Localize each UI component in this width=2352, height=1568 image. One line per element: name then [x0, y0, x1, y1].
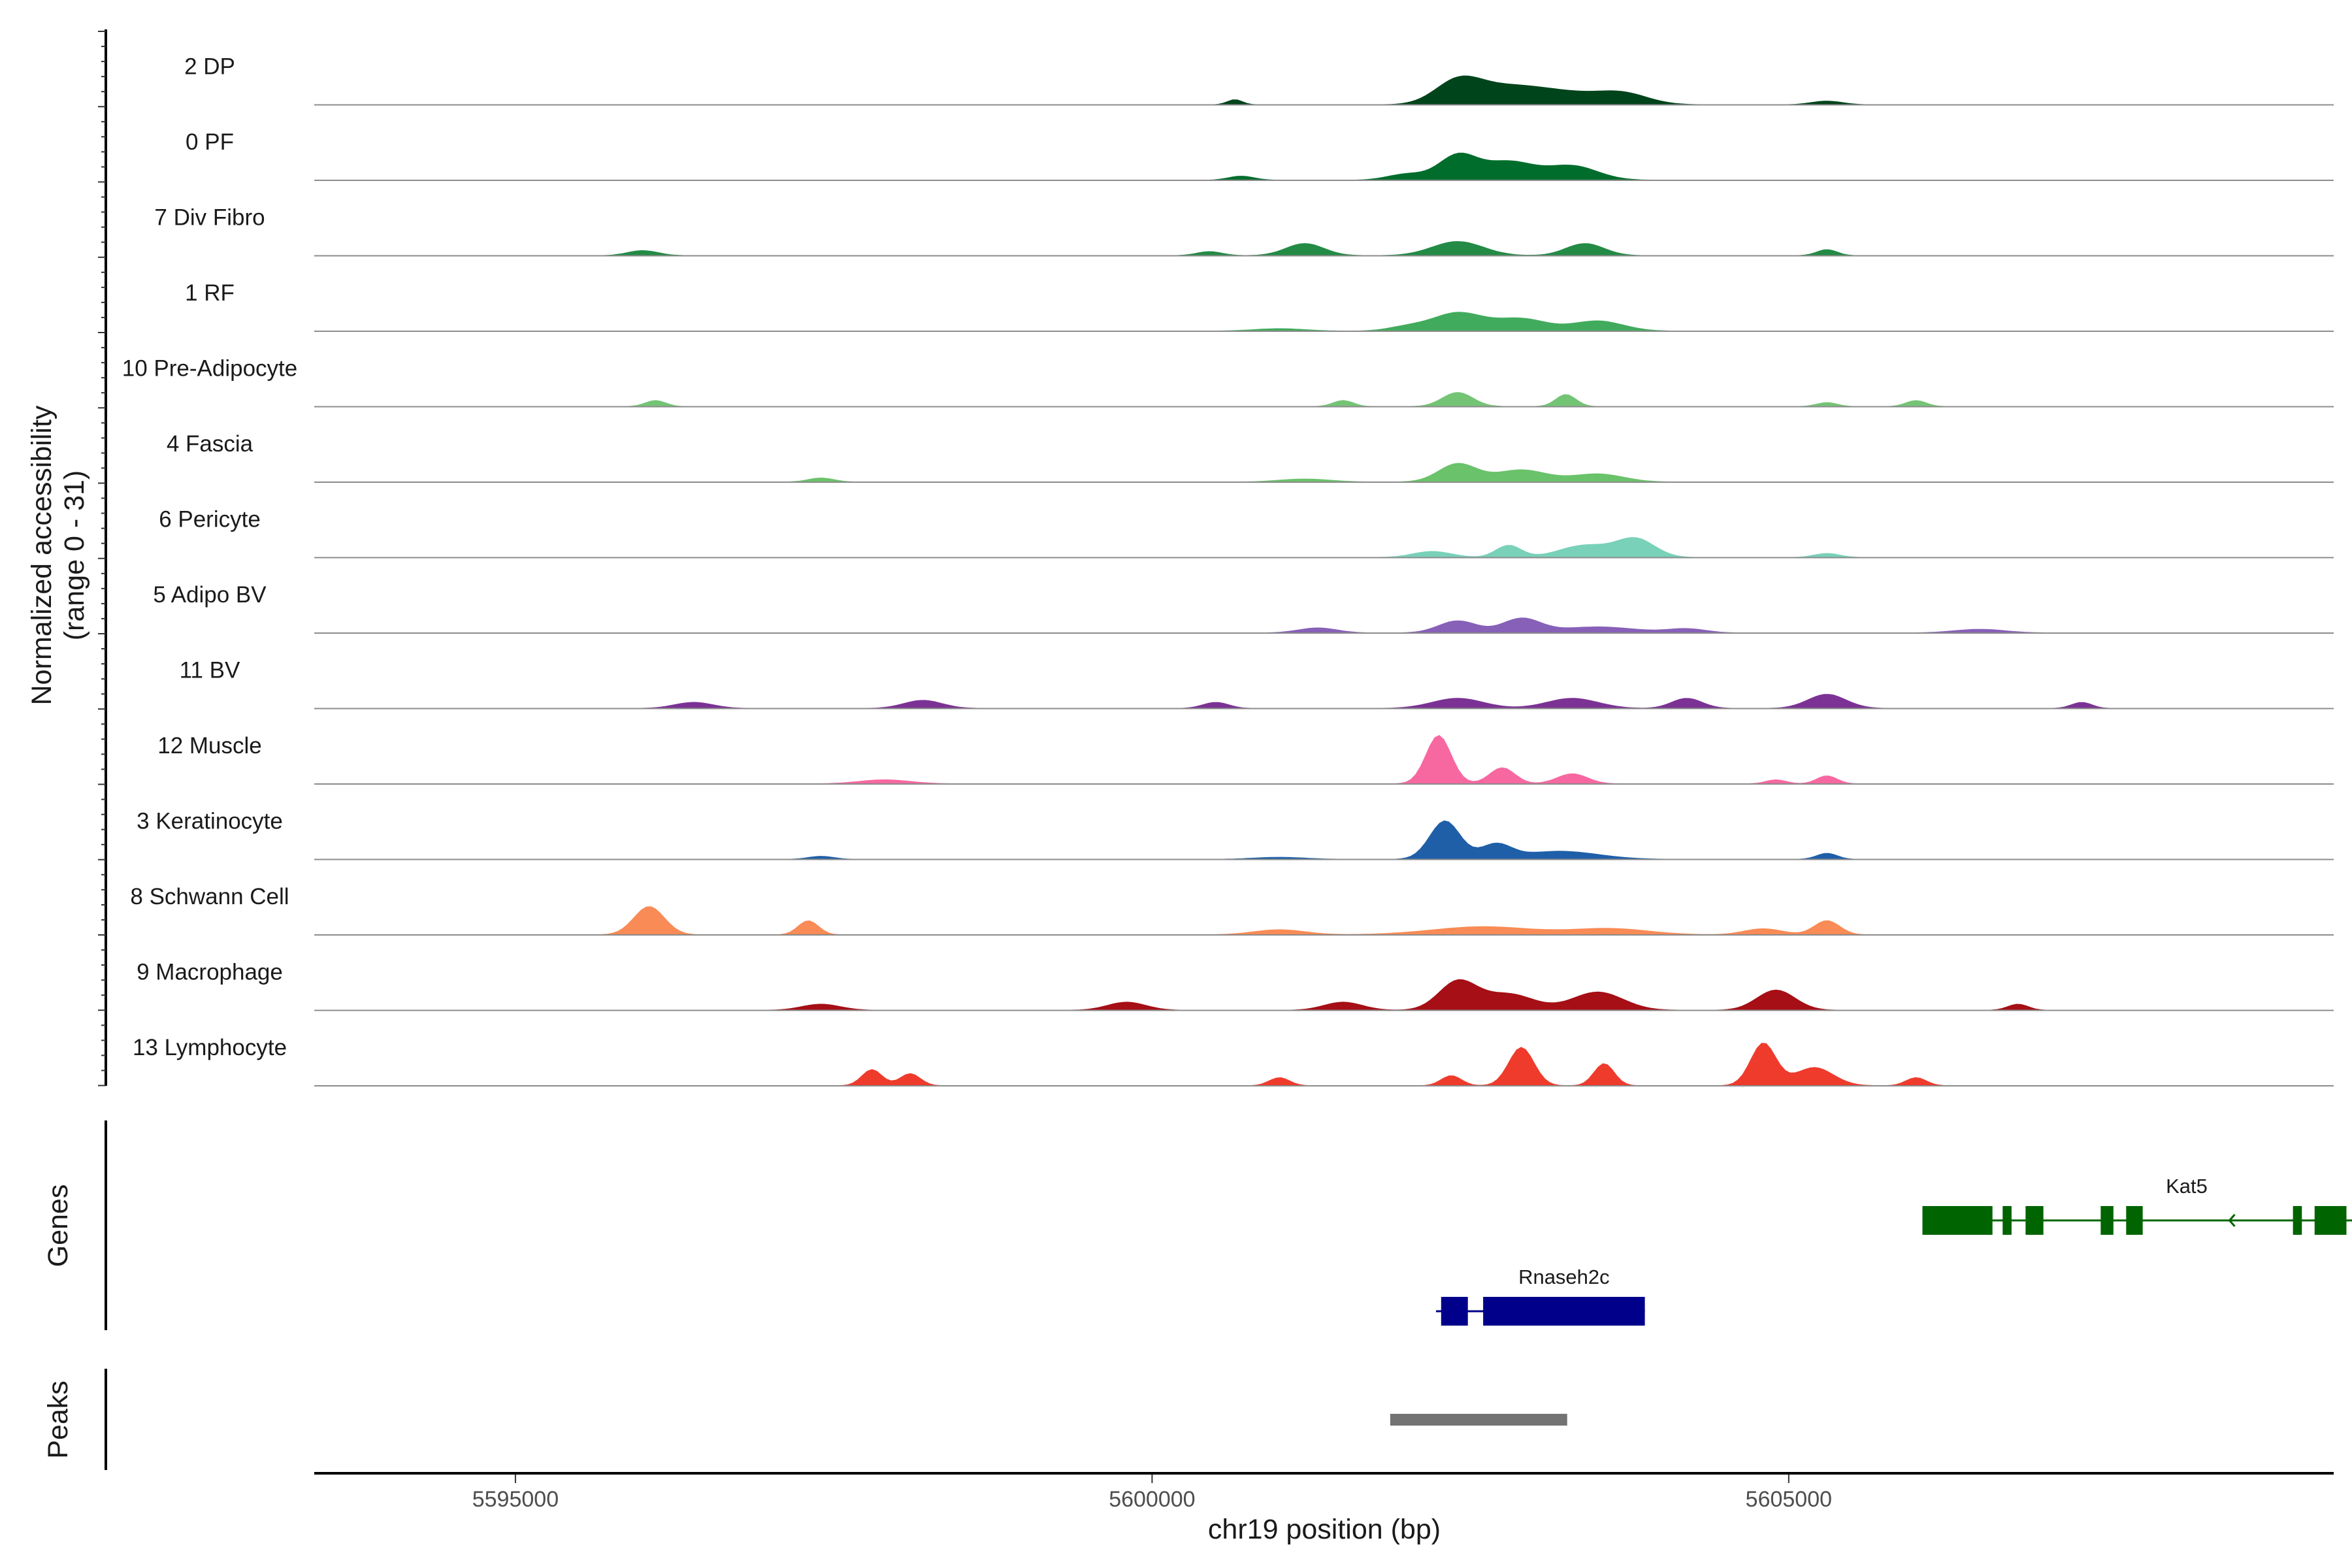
track-coverage-area: [314, 735, 2334, 784]
track-label: 12 Muscle: [157, 733, 262, 759]
track-12: 9 Macrophage: [137, 960, 2334, 1011]
track-coverage-area: [314, 463, 2334, 482]
x-tick-label: 5595000: [472, 1487, 559, 1512]
gene-exon: [2314, 1206, 2347, 1235]
track-coverage-area: [314, 241, 2334, 256]
y-axis-ticks: [98, 31, 106, 1086]
track-label: 5 Adipo BV: [153, 582, 267, 608]
gene-exon: [1441, 1297, 1468, 1326]
track-label: 13 Lymphocyte: [133, 1035, 287, 1060]
x-axis-title: chr19 position (bp): [1208, 1514, 1441, 1545]
x-tick-label: 5600000: [1109, 1487, 1195, 1512]
track-label: 10 Pre-Adipocyte: [122, 356, 297, 382]
track-layer: 2 DP 0 PF 7 Div Fibro 1 RF 10 Pre-Adipocyte 4…: [122, 54, 2334, 1086]
track-coverage-area: [314, 820, 2334, 860]
strand-arrow: [2228, 1214, 2236, 1227]
track-coverage-area: [314, 537, 2334, 558]
track-13: 13 Lymphocyte: [133, 1035, 2334, 1086]
track-11: 8 Schwann Cell: [130, 884, 2334, 936]
track-coverage-area: [314, 617, 2334, 633]
gene-kat5: Kat5: [1922, 1175, 2352, 1235]
track-label: 3 Keratinocyte: [137, 809, 283, 834]
gene-label: Rnaseh2c: [1518, 1266, 1610, 1288]
y-axis-title-line1: Normalized accessibility: [26, 405, 57, 705]
track-9: 12 Muscle: [157, 733, 2334, 785]
track-3: 1 RF: [185, 280, 2334, 332]
peak-region: [1390, 1414, 1567, 1426]
track-label: 0 PF: [186, 129, 234, 155]
track-coverage-area: [314, 694, 2334, 709]
gene-exon: [2100, 1206, 2114, 1235]
gene-exon: [1922, 1206, 1993, 1235]
track-coverage-area: [314, 906, 2334, 935]
y-axis-title: Normalized accessibility (range 0 - 31): [26, 405, 90, 705]
gene-exon: [2025, 1206, 2044, 1235]
gene-label: Kat5: [2166, 1175, 2208, 1198]
track-1: 0 PF: [186, 129, 2334, 181]
track-4: 10 Pre-Adipocyte: [122, 356, 2334, 408]
track-label: 4 Fascia: [167, 431, 253, 457]
gene-exon: [2293, 1206, 2302, 1235]
gene-exon: [2126, 1206, 2143, 1235]
track-coverage-area: [314, 312, 2334, 331]
track-label: 1 RF: [185, 280, 235, 306]
gene-exon: [2002, 1206, 2012, 1235]
track-label: 9 Macrophage: [137, 960, 283, 985]
track-label: 8 Schwann Cell: [130, 884, 289, 909]
x-tick-label: 5605000: [1746, 1487, 1832, 1512]
track-label: 6 Pericyte: [159, 507, 261, 532]
peaks-panel-title: Peaks: [42, 1380, 74, 1459]
gene-annotation-track: Kat5 Rnaseh2c: [1436, 1175, 2352, 1326]
track-5: 4 Fascia: [167, 431, 2334, 483]
gene-exon: [1483, 1297, 1645, 1326]
x-axis-ticks: 5595000 5600000 5605000: [472, 1475, 1832, 1512]
track-coverage-area: [314, 1043, 2334, 1086]
track-label: 7 Div Fibro: [154, 205, 265, 231]
genes-panel-title: Genes: [42, 1184, 74, 1267]
y-axis-title-line2: (range 0 - 31): [59, 470, 90, 641]
peak-track: [1390, 1414, 1567, 1426]
track-7: 5 Adipo BV: [153, 582, 2334, 634]
track-label: 2 DP: [184, 54, 235, 80]
track-10: 3 Keratinocyte: [137, 809, 2334, 860]
track-coverage-area: [314, 75, 2334, 105]
track-8: 11 BV: [180, 658, 2334, 710]
track-coverage-area: [314, 152, 2334, 180]
track-6: 6 Pericyte: [159, 507, 2334, 559]
track-label: 11 BV: [180, 658, 240, 683]
gene-rnaseh2c: Rnaseh2c: [1436, 1266, 1645, 1326]
track-coverage-area: [314, 979, 2334, 1011]
track-2: 7 Div Fibro: [154, 205, 2334, 257]
track-coverage-area: [314, 392, 2334, 407]
track-0: 2 DP: [184, 54, 2334, 106]
